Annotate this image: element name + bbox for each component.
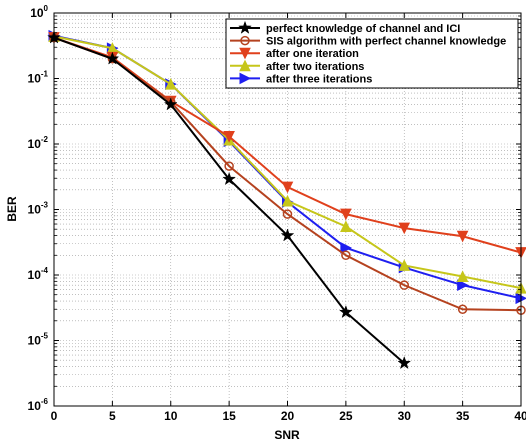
data-point	[280, 228, 295, 242]
data-point	[222, 171, 237, 186]
data-point	[223, 131, 235, 143]
y-tick-label: 10-1	[28, 70, 49, 86]
data-point	[398, 259, 411, 271]
y-tick-base: 10	[28, 203, 42, 217]
data-point	[164, 78, 177, 90]
y-tick-base: 10	[30, 6, 44, 20]
data-point	[457, 304, 468, 314]
data-point	[340, 242, 352, 254]
data-point	[341, 250, 351, 261]
data-point	[340, 208, 352, 221]
data-point	[456, 230, 469, 243]
y-tick-label: 10-6	[28, 397, 49, 413]
legend: perfect knowledge of channel and ICISIS …	[225, 18, 519, 89]
legend-marker	[239, 59, 251, 72]
legend-marker	[239, 47, 251, 60]
x-axis-title: SNR	[274, 428, 300, 442]
grid	[54, 13, 521, 406]
x-tick-label: 20	[281, 409, 295, 423]
x-tick-label: 25	[339, 409, 353, 423]
y-tick-label: 10-4	[28, 266, 49, 282]
x-tick-label: 35	[456, 409, 470, 423]
y-tick-base: 10	[28, 268, 42, 282]
legend-marker	[238, 20, 252, 34]
x-tick-label: 40	[514, 409, 526, 423]
data-point	[340, 220, 352, 233]
data-point	[281, 194, 294, 207]
data-point	[163, 97, 178, 111]
y-tick-base: 10	[28, 72, 42, 86]
y-tick-exponent: -3	[41, 201, 49, 210]
x-tick-label: 30	[398, 409, 412, 423]
axes: 0 5 10 15 20 25 30 35 4010-610-510-410-310-210-1…	[28, 4, 526, 423]
legend-label: SIS algorithm with perfect channel knowl…	[266, 36, 506, 48]
x-tick-label: 10	[164, 409, 178, 423]
x-tick-label: 5	[109, 409, 116, 423]
data-point	[457, 279, 469, 291]
data-point	[399, 280, 409, 290]
legend-label: perfect knowledge of channel and ICI	[266, 23, 460, 35]
y-tick-exponent: -6	[41, 397, 49, 406]
legend-label: after two iterations	[266, 61, 364, 73]
y-tick-base: 10	[28, 334, 42, 348]
y-tick-exponent: -2	[41, 135, 49, 144]
legend-label: after three iterations	[266, 73, 372, 85]
data-point	[456, 270, 469, 282]
data-point	[282, 209, 293, 219]
y-tick-exponent: -1	[41, 70, 49, 79]
data-point	[281, 181, 294, 194]
y-tick-label: 100	[30, 4, 48, 20]
legend-label: after one iteration	[266, 48, 359, 60]
y-tick-label: 10-3	[28, 201, 49, 217]
legend-box	[225, 18, 519, 89]
y-tick-exponent: 0	[44, 4, 49, 13]
series-layer	[47, 29, 526, 370]
y-tick-base: 10	[28, 137, 42, 151]
data-point	[338, 304, 353, 319]
data-point	[398, 222, 411, 235]
y-tick-label: 10-2	[28, 135, 49, 151]
data-point	[105, 51, 120, 65]
y-tick-exponent: -4	[41, 266, 49, 275]
data-point	[397, 355, 412, 370]
series-0	[47, 30, 412, 370]
y-tick-base: 10	[28, 399, 42, 413]
legend-marker	[240, 35, 250, 46]
x-tick-label: 0	[51, 409, 58, 423]
y-tick-exponent: -5	[41, 332, 49, 341]
y-axis-title: BER	[5, 196, 19, 222]
legend-marker	[239, 72, 252, 85]
y-tick-label: 10-5	[28, 332, 49, 348]
data-point	[224, 161, 234, 171]
x-tick-label: 15	[222, 409, 236, 423]
